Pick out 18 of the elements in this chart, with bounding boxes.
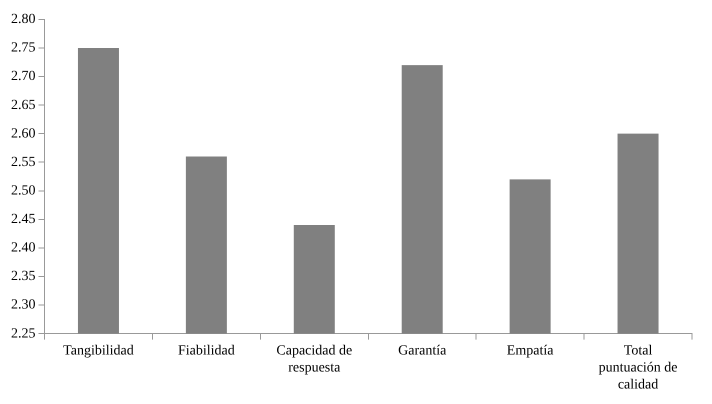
y-tick-label: 2.25 xyxy=(11,326,36,342)
x-tick-label: Empatía xyxy=(506,344,554,359)
y-tick-label: 2.65 xyxy=(11,98,36,113)
y-tick-label: 2.75 xyxy=(11,40,36,56)
y-tick-label: 2.45 xyxy=(11,212,36,228)
y-tick-label: 2.35 xyxy=(11,269,36,284)
x-tick-label: Fiabilidad xyxy=(178,344,235,359)
y-tick-label: 2.60 xyxy=(11,126,36,142)
x-tick-label: Total puntuación de calidad xyxy=(598,344,678,392)
y-tick-label: 2.30 xyxy=(11,298,36,313)
y-tick-label: 2.55 xyxy=(11,154,36,170)
x-tick-label: Garantía xyxy=(398,344,448,359)
y-tick-label: 2.70 xyxy=(11,69,36,84)
y-tick-label: 2.40 xyxy=(11,240,36,256)
x-tick-label: Capacidad de respuesta xyxy=(276,344,352,376)
x-tick-label: Tangibilidad xyxy=(63,344,134,359)
y-tick-label: 2.80 xyxy=(11,12,36,28)
y-tick-label: 2.50 xyxy=(11,183,36,198)
